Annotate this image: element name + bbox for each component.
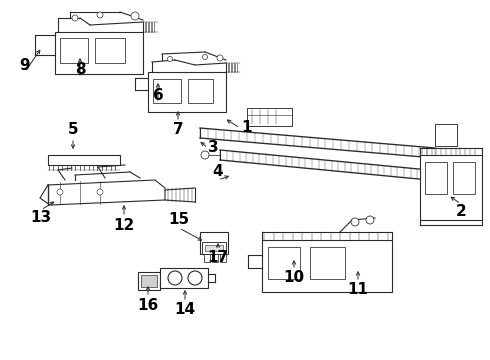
Bar	[48, 155, 120, 165]
Circle shape	[217, 55, 223, 61]
Text: 11: 11	[347, 283, 368, 297]
Bar	[55, 32, 143, 74]
Text: 13: 13	[30, 211, 51, 225]
Circle shape	[72, 15, 78, 21]
Bar	[420, 155, 482, 220]
Text: 5: 5	[68, 122, 78, 138]
Circle shape	[188, 271, 202, 285]
Circle shape	[366, 216, 374, 224]
Bar	[425, 162, 447, 194]
Text: 10: 10	[283, 270, 305, 285]
Bar	[160, 268, 208, 288]
Bar	[95, 38, 125, 63]
Bar	[141, 275, 157, 287]
Text: 6: 6	[152, 87, 163, 103]
Bar	[138, 272, 160, 290]
Text: 2: 2	[456, 204, 466, 220]
Text: 7: 7	[172, 122, 183, 138]
Circle shape	[168, 271, 182, 285]
Text: 12: 12	[113, 217, 135, 233]
Bar	[453, 162, 475, 194]
Text: 3: 3	[208, 140, 219, 156]
Bar	[310, 247, 345, 279]
Circle shape	[97, 189, 103, 195]
Text: 4: 4	[213, 165, 223, 180]
Bar	[153, 79, 181, 103]
Bar	[212, 254, 218, 262]
Circle shape	[97, 12, 103, 18]
Bar	[220, 254, 226, 262]
Circle shape	[202, 54, 207, 59]
Bar	[262, 240, 392, 292]
Text: 16: 16	[137, 297, 159, 312]
Bar	[148, 72, 226, 112]
Bar	[188, 79, 213, 103]
Bar	[204, 254, 210, 262]
Text: 8: 8	[74, 63, 85, 77]
Circle shape	[131, 12, 139, 20]
Circle shape	[168, 57, 172, 62]
Bar	[247, 108, 292, 126]
Bar	[268, 247, 300, 279]
Bar	[202, 242, 226, 254]
Text: 15: 15	[169, 212, 190, 228]
Bar	[60, 38, 88, 63]
Circle shape	[57, 189, 63, 195]
Circle shape	[351, 218, 359, 226]
Bar	[200, 232, 228, 254]
Text: 9: 9	[20, 58, 30, 72]
Text: 17: 17	[207, 251, 228, 266]
Circle shape	[201, 151, 209, 159]
Text: 1: 1	[242, 121, 252, 135]
Bar	[435, 124, 457, 146]
Bar	[205, 245, 223, 251]
Text: 14: 14	[174, 302, 196, 318]
